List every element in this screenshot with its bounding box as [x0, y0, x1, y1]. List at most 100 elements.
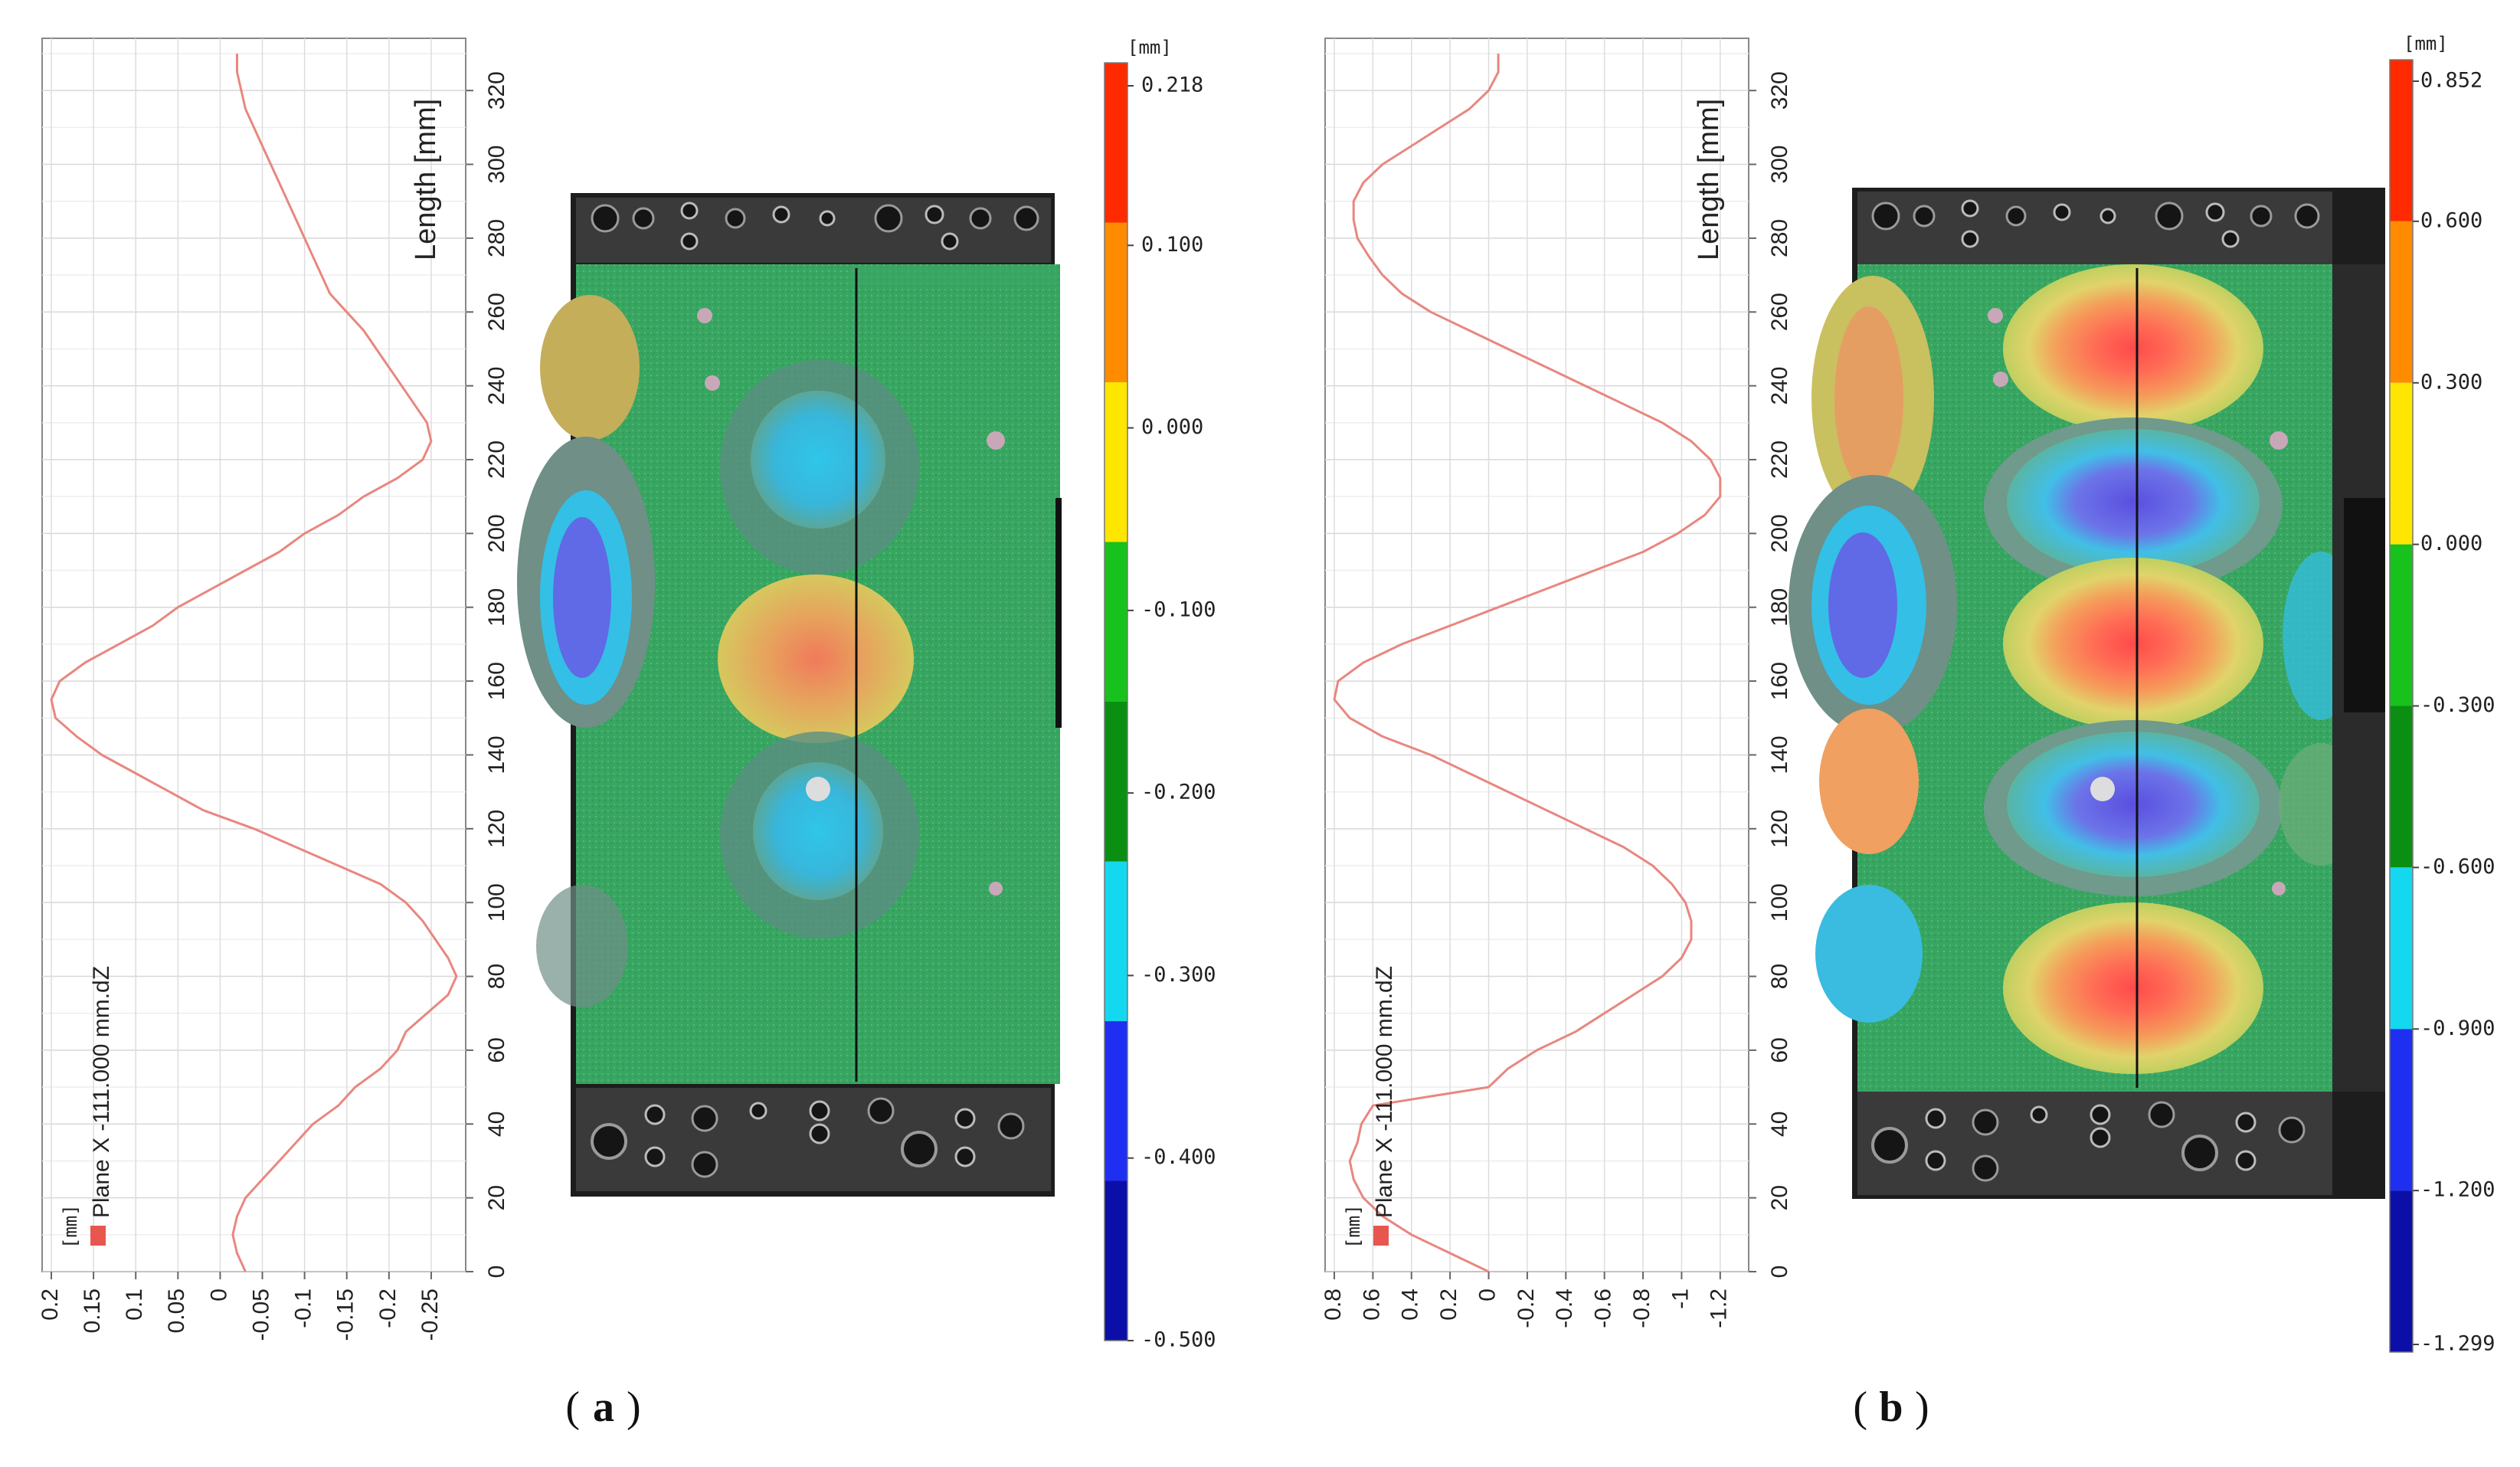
length-tick-label: 0 [484, 1266, 509, 1279]
colorbar-labels: 0.852 0.600 0.300 0.000 -0.300 -0.600 -0.900 -1… [2413, 69, 2495, 1356]
colorbar-label: -0.500 [1141, 1328, 1216, 1352]
value-tick-label: 0.2 [38, 1289, 63, 1321]
length-tick-label: 160 [1767, 662, 1792, 700]
colorbar-segment [1105, 63, 1127, 223]
colorbar-segment [2390, 544, 2413, 706]
colorbar-unit: [mm] [1127, 37, 1172, 58]
length-tick-label: 80 [484, 964, 509, 989]
length-tick-label: 280 [484, 219, 509, 257]
value-tick-label: 0.05 [164, 1289, 189, 1333]
value-tick-label: 0.15 [80, 1289, 105, 1333]
value-tick-label: 0.1 [122, 1289, 147, 1321]
length-tick-label: 320 [1767, 71, 1792, 110]
series-line [50, 54, 458, 1272]
colorbar-segment [1105, 861, 1127, 1021]
value-tick-label: -0.2 [375, 1289, 401, 1328]
value-tick-label: -0.2 [1514, 1289, 1539, 1328]
top-clamp-bolts [591, 201, 1039, 251]
value-tick-label: -0.25 [417, 1289, 443, 1341]
colorbar-frame [1104, 62, 1128, 1341]
colorbar-segment [2390, 706, 2413, 868]
bottom-clamp-bolts [1871, 1101, 2306, 1182]
colorbar-segment [1105, 382, 1127, 542]
value-tick-label: -0.4 [1552, 1289, 1577, 1328]
caption-letter: a [593, 1383, 614, 1431]
length-tick-label: 140 [484, 735, 509, 774]
svg-text:(: ( [565, 1383, 580, 1431]
colorbar-segment [2390, 382, 2413, 545]
gridlines [42, 38, 466, 1272]
colorbar-segments [1104, 62, 1128, 1341]
length-tick-label: 300 [484, 146, 509, 184]
length-tick-label: 0 [1767, 1266, 1792, 1279]
length-tick-label: 60 [1767, 1037, 1792, 1063]
colorbar-label: -1.299 [2420, 1332, 2495, 1356]
length-tick-label: 20 [484, 1185, 509, 1210]
bottom-clamp-bolts [591, 1097, 1025, 1178]
length-tick-label: 200 [1767, 514, 1792, 552]
value-tick-labels: 0.2 0.15 0.1 0.05 0 -0.05 -0.1 -0.15 -0.2 -0.25 [38, 1272, 443, 1341]
colorbar-segment [1105, 1021, 1127, 1181]
plot-frame [41, 38, 466, 1272]
value-tick-label: 0.4 [1398, 1289, 1423, 1321]
length-tick-labels: 0 20 40 60 80 100 120 140 160 180 200 220 240 260 280 3… [466, 71, 509, 1278]
length-tick-label: 260 [484, 293, 509, 331]
colorbar-label: 0.000 [1141, 415, 1203, 439]
length-tick-label: 180 [484, 588, 509, 627]
legend-swatch [1373, 1226, 1389, 1246]
caption-letter: b [1879, 1383, 1903, 1431]
caption-b: ( b ) [1853, 1383, 1929, 1431]
colorbar-label: 0.100 [1141, 233, 1203, 257]
colorbar-b: [mm] 0.852 0.600 0.300 0.000 -0.300 -0.600 -0.… [2389, 33, 2495, 1356]
series-layer [50, 54, 458, 1272]
profile-chart-b: 0 20 40 60 80 100 120 140 160 180 200 220 240 260 280 3… [1321, 38, 1792, 1328]
length-tick-label: 240 [484, 367, 509, 405]
plot-frame [1324, 38, 1749, 1272]
caption-a: ( a ) [565, 1383, 640, 1431]
length-tick-label: 320 [484, 71, 509, 110]
length-tick-labels: 0 20 40 60 80 100 120 140 160 180 200 220 240 260 280 3… [1749, 71, 1792, 1278]
colorbar-segment [1105, 702, 1127, 862]
legend-entry: Plane X -111.000 mm.dZ [89, 966, 114, 1218]
colorbar-segment [2390, 221, 2413, 383]
value-tick-label: 0.6 [1359, 1289, 1384, 1321]
length-tick-label: 280 [1767, 219, 1792, 257]
deformation-field-a [517, 264, 1062, 1084]
length-tick-label: 200 [484, 514, 509, 552]
colorbar-segment [2390, 1029, 2413, 1191]
colorbar-label: 0.000 [2420, 532, 2482, 555]
specimen-image-b [1789, 188, 2385, 1199]
value-tick-label: 0.8 [1321, 1289, 1346, 1321]
colorbar-segment [2390, 1190, 2413, 1352]
length-axis-label: Length [mm] [410, 99, 442, 260]
length-tick-label: 300 [1767, 146, 1792, 184]
colorbar-label: -0.400 [1141, 1145, 1216, 1169]
colorbar-label: -1.200 [2420, 1178, 2495, 1202]
length-tick-label: 40 [484, 1112, 509, 1137]
length-tick-label: 100 [1767, 883, 1792, 922]
colorbar-label: -0.100 [1141, 598, 1216, 621]
length-tick-label: 120 [1767, 810, 1792, 848]
colorbar-label: -0.300 [1141, 963, 1216, 987]
colorbar-label: 0.218 [1141, 74, 1203, 97]
colorbar-segments [2389, 59, 2414, 1353]
value-tick-label: -0.6 [1591, 1289, 1616, 1328]
svg-text:): ) [627, 1383, 641, 1431]
colorbar-unit: [mm] [2404, 33, 2448, 54]
length-tick-label: 220 [1767, 440, 1792, 479]
series-line [1333, 54, 1722, 1273]
value-tick-label: 0 [206, 1289, 231, 1302]
value-tick-labels: 0.8 0.6 0.4 0.2 0 -0.2 -0.4 -0.6 -0.8 -1 -1.2 [1321, 1272, 1732, 1328]
length-tick-label: 120 [484, 810, 509, 848]
length-tick-label: 40 [1767, 1112, 1792, 1137]
legend-unit: [mm] [1343, 1204, 1364, 1249]
colorbar-label: -0.900 [2420, 1017, 2495, 1040]
length-tick-label: 260 [1767, 293, 1792, 331]
value-tick-label: -0.1 [291, 1289, 316, 1328]
value-tick-label: -1.2 [1707, 1289, 1732, 1328]
length-tick-label: 220 [484, 440, 509, 479]
specimen-image-a [517, 193, 1062, 1197]
colorbar-segment [1105, 542, 1127, 702]
legend-unit: [mm] [60, 1204, 81, 1249]
